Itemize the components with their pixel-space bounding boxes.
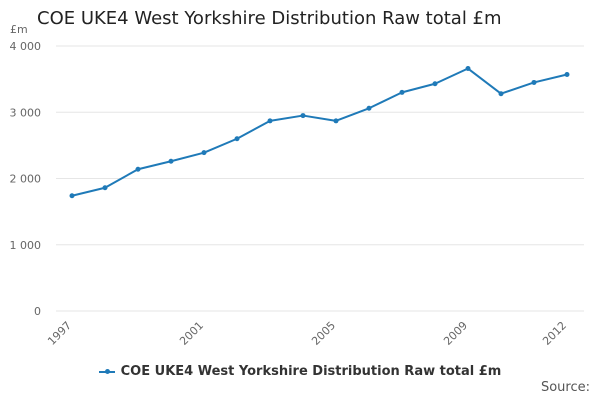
- line-chart: £m 0 1 000 2 000 3 000 4 000 1997 2001 2005 2009 2…: [10, 23, 584, 348]
- data-point: [300, 113, 306, 119]
- x-tick-label: 2001: [177, 319, 206, 348]
- data-point: [564, 71, 570, 77]
- data-point: [399, 89, 405, 95]
- data-point: [135, 166, 141, 172]
- x-tick-label: 1997: [45, 319, 74, 348]
- x-tick-label: 2012: [540, 319, 569, 348]
- source-label: Source:: [540, 380, 590, 395]
- legend[interactable]: COE UKE4 West Yorkshire Distribution Raw…: [0, 364, 600, 379]
- data-point: [69, 193, 75, 199]
- data-point: [234, 136, 240, 142]
- data-point: [432, 81, 438, 87]
- data-point: [333, 118, 339, 124]
- data-point: [366, 105, 372, 111]
- legend-series-swatch: [98, 367, 115, 377]
- data-point: [498, 91, 504, 97]
- y-tick-label: 0: [34, 305, 41, 318]
- data-point: [465, 66, 471, 72]
- y-tick-label: 4 000: [10, 40, 42, 53]
- data-point: [267, 118, 273, 124]
- data-point: [201, 150, 207, 156]
- chart-title: COE UKE4 West Yorkshire Distribution Raw…: [37, 8, 502, 29]
- x-tick-label: 2005: [309, 319, 338, 348]
- y-tick-label: 2 000: [10, 173, 42, 186]
- data-point: [531, 79, 537, 85]
- x-tick-label: 2009: [441, 319, 470, 348]
- y-tick-label: 3 000: [10, 106, 42, 119]
- series-line: [71, 67, 568, 197]
- data-point: [168, 158, 174, 164]
- y-tick-label: 1 000: [10, 239, 42, 252]
- y-axis-unit-label: £m: [10, 23, 28, 36]
- data-point: [102, 185, 108, 191]
- legend-series-label: COE UKE4 West Yorkshire Distribution Raw…: [120, 364, 502, 379]
